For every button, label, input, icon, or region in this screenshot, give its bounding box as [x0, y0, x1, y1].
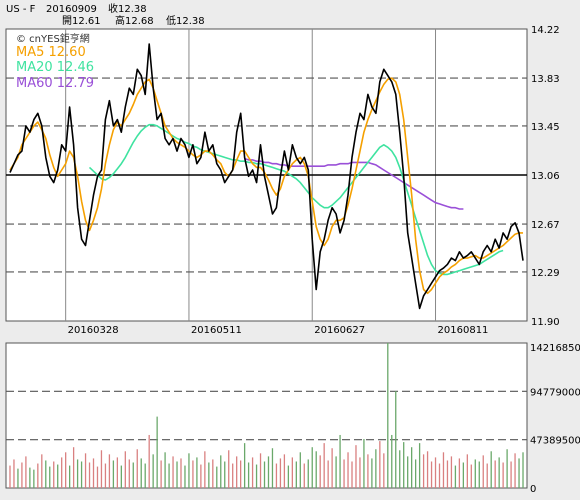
date-x-tick-label: 20160511: [191, 325, 242, 336]
high-price-label: 高12.68: [115, 14, 154, 27]
price-y-tick-label: 12.67: [531, 220, 560, 231]
price-y-tick-label: 13.06: [531, 171, 560, 182]
volume-y-tick-label: 142168500: [530, 343, 580, 354]
price-y-axis: 14.22 13.83 13.45 13.06 12.67 12.29 11.90: [531, 25, 560, 328]
volume-y-tick-label: 0: [530, 484, 536, 495]
legend-ma60: MA60 12.79: [16, 76, 94, 91]
low-price-label: 低12.38: [166, 14, 205, 27]
date-x-axis: 20160328 20160511 20160627 20160811: [68, 325, 489, 336]
volume-y-tick-label: 94779000: [530, 387, 580, 398]
price-y-tick-label: 13.45: [531, 122, 560, 133]
volume-grid: [6, 390, 527, 441]
series-line-ma60: [244, 157, 464, 210]
date-label: 20160909: [46, 4, 97, 15]
symbol-label: US - F: [6, 4, 36, 15]
price-y-tick-label: 14.22: [531, 25, 560, 36]
volume-y-tick-label: 47389500: [530, 436, 580, 447]
source-watermark: © cnYES鉅亨網: [16, 32, 90, 45]
price-series-group: [9, 43, 524, 310]
volume-y-axis: 142168500 94779000 47389500 0: [530, 343, 580, 495]
date-x-tick-label: 20160328: [68, 325, 119, 336]
volume-bars: [9, 343, 524, 488]
open-price-label: 開12.61: [62, 15, 101, 27]
date-x-tick-label: 20160811: [438, 325, 489, 336]
series-line-ma20: [88, 123, 504, 276]
series-line-ma5: [9, 77, 523, 295]
date-x-tick-label: 20160627: [314, 325, 365, 336]
legend-ma5: MA5 12.60: [16, 45, 86, 60]
legend-ma20: MA20 12.46: [16, 60, 94, 75]
price-y-tick-label: 12.29: [531, 268, 560, 279]
price-y-tick-label: 13.83: [531, 74, 560, 85]
price-y-tick-label: 11.90: [531, 317, 560, 328]
close-price-label: 收12.38: [108, 2, 147, 15]
volume-panel: [5, 342, 528, 489]
series-line-price: [9, 43, 524, 310]
